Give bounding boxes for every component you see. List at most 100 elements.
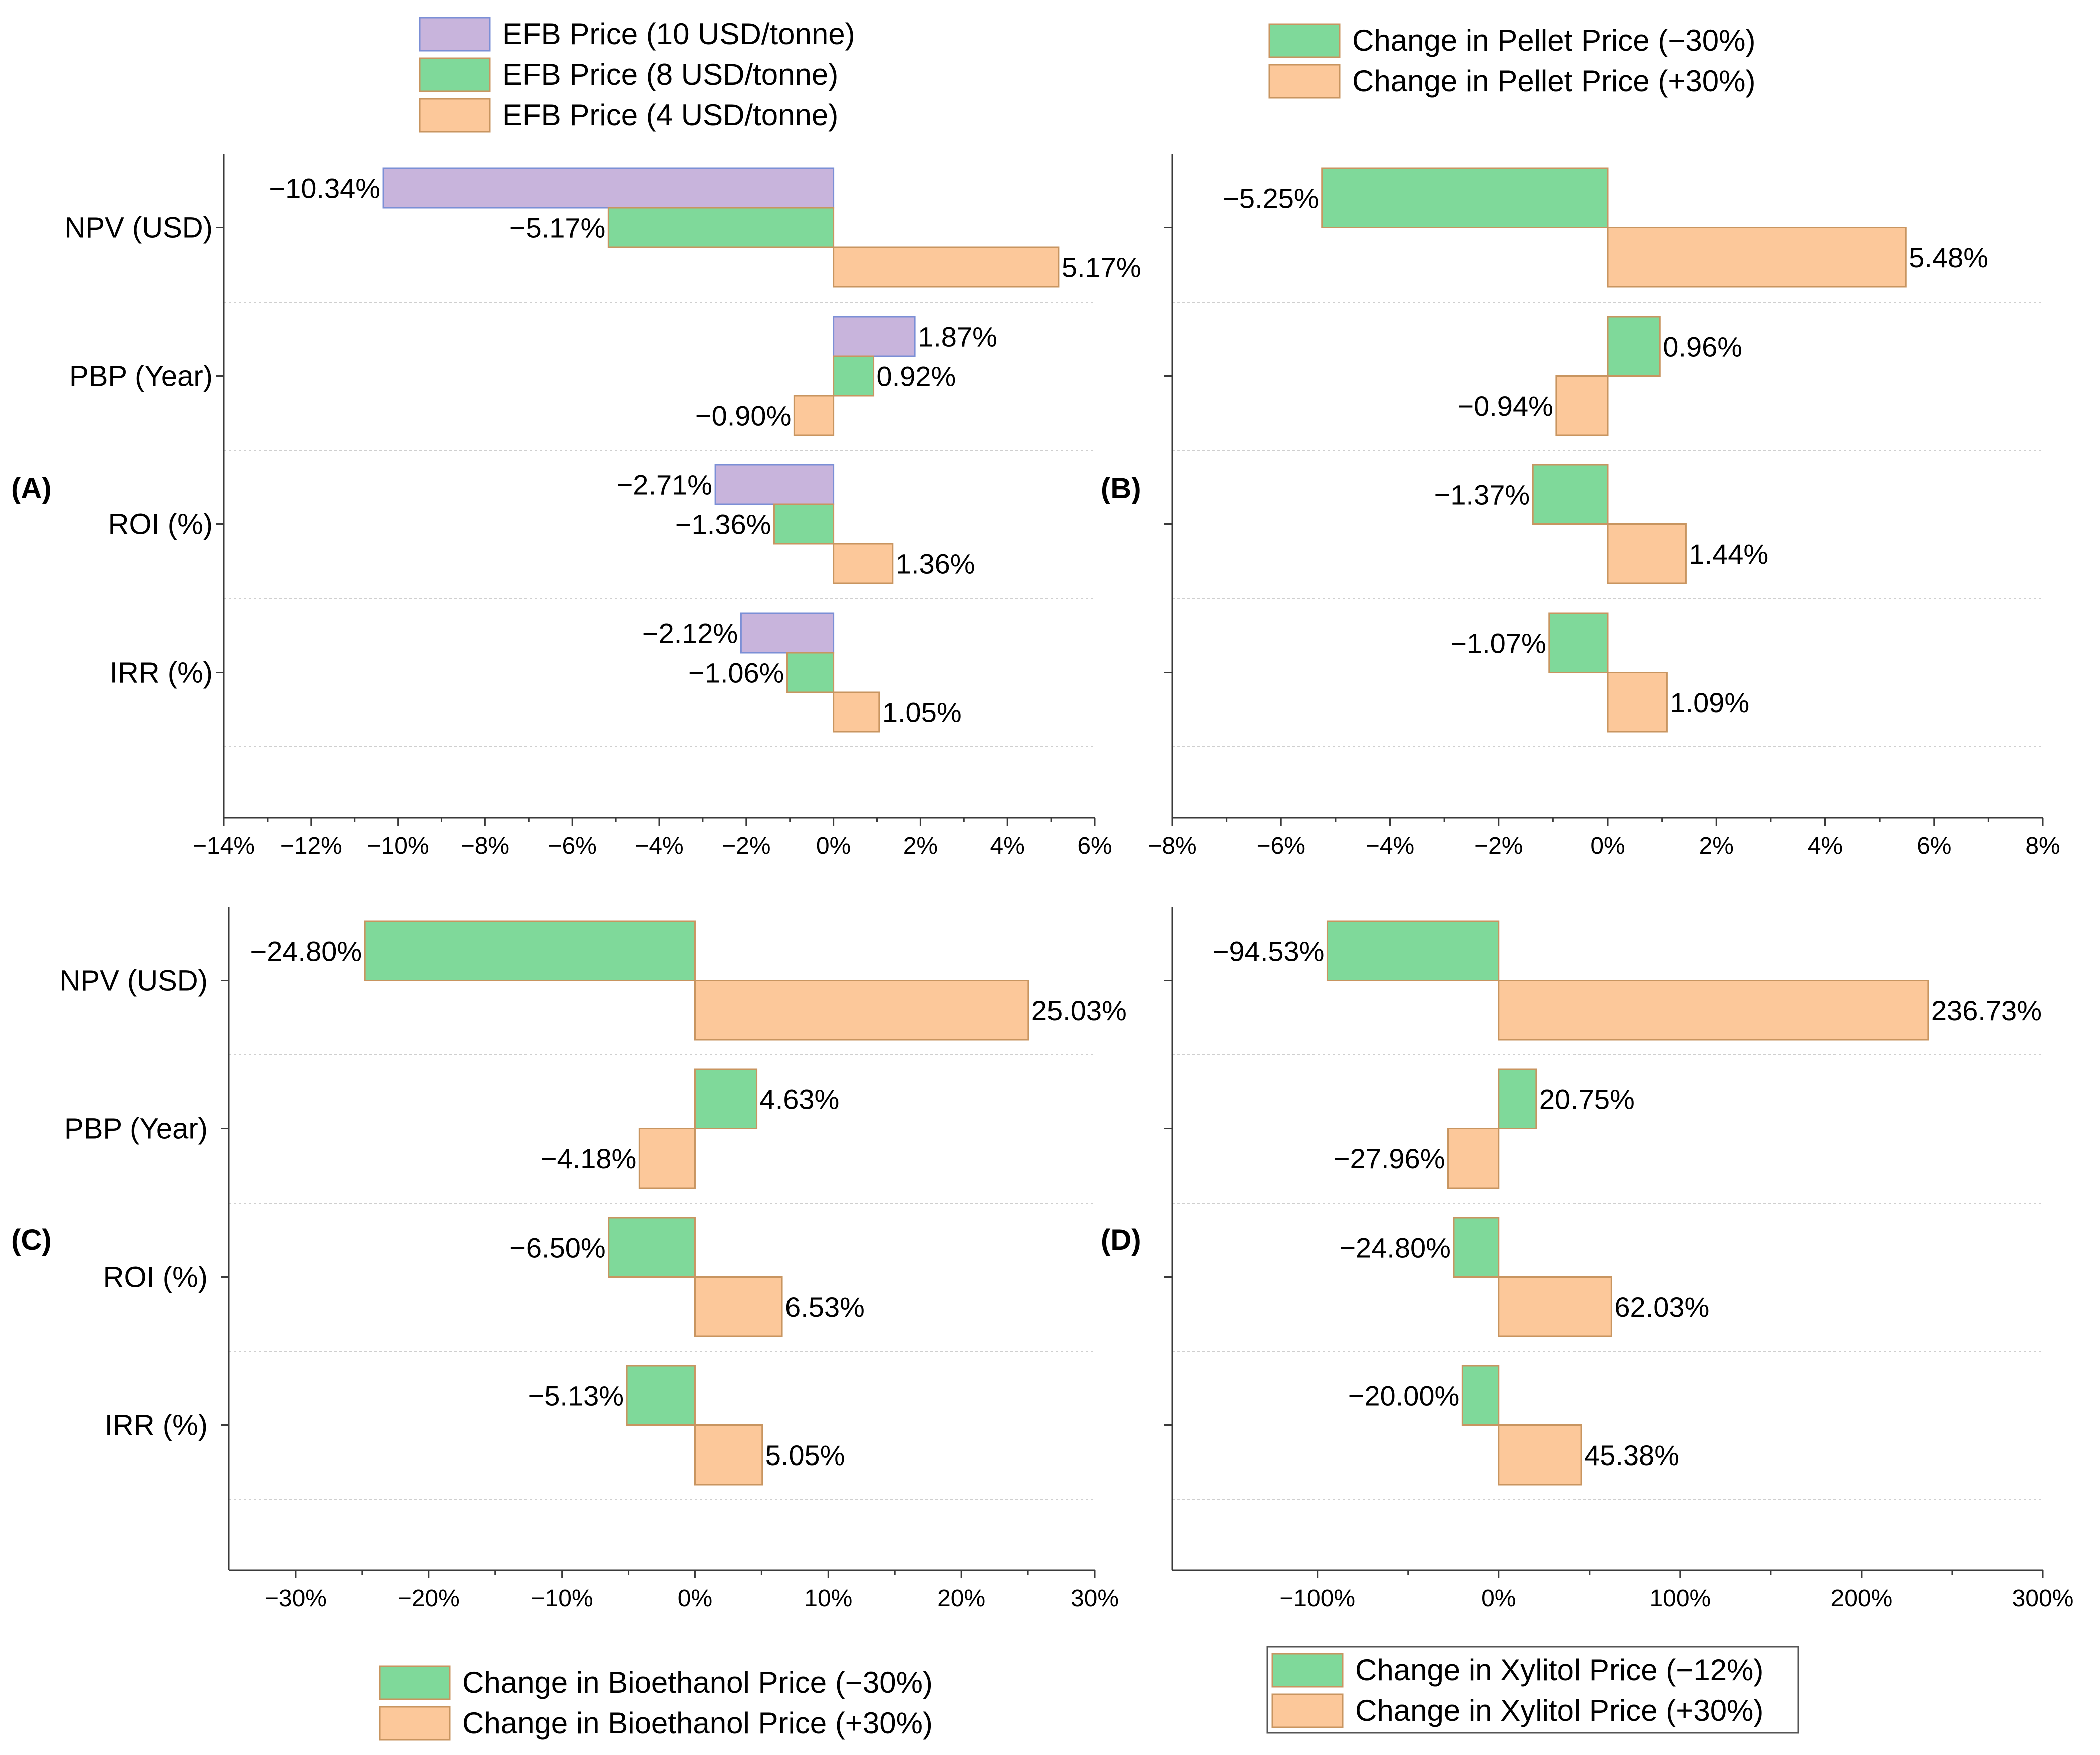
x-tick-label: −4% [1366, 833, 1414, 859]
bar [786, 652, 835, 693]
x-tick-label: −10% [367, 833, 429, 859]
category-label: IRR (%) [110, 657, 213, 689]
bar [1498, 1276, 1612, 1337]
x-tick-label: 8% [2025, 833, 2060, 859]
bar [833, 691, 880, 733]
data-label: −27.96% [1334, 1143, 1445, 1175]
x-tick-label: 0% [1481, 1585, 1516, 1612]
bar [694, 1276, 783, 1337]
data-label: −5.13% [528, 1380, 624, 1411]
bar [1532, 464, 1609, 525]
legend-swatch [1268, 64, 1341, 99]
x-tick-label: 0% [816, 833, 851, 859]
legend-label: Change in Pellet Price (−30%) [1352, 24, 1755, 57]
legend-swatch [1271, 1653, 1344, 1688]
chart-panel-d: −100% 0% 100% 200% 300% −94.53% 20.75% −24.80% −… [1101, 907, 2073, 1612]
category-label: NPV (USD) [60, 965, 208, 997]
bar [793, 395, 835, 436]
bar [694, 980, 1029, 1041]
legend-label: Change in Xylitol Price (+30%) [1355, 1694, 1763, 1727]
data-label: −94.53% [1213, 935, 1325, 967]
panel-label: (C) [11, 1224, 52, 1256]
bar [607, 207, 835, 248]
legend-b: Change in Pellet Price (−30%) Change in P… [1268, 23, 1755, 99]
data-label: 236.73% [1931, 995, 2042, 1026]
category-label: ROI (%) [103, 1261, 208, 1294]
x-tick-label: −100% [1279, 1585, 1355, 1612]
data-label: 62.03% [1614, 1291, 1709, 1323]
x-tick-label: −20% [398, 1585, 460, 1612]
data-label: −2.12% [642, 618, 738, 649]
legend-label: EFB Price (4 USD/tonne) [502, 98, 838, 132]
data-label: −5.17% [509, 212, 606, 244]
data-label: −0.90% [695, 400, 792, 432]
data-label: 45.38% [1584, 1439, 1679, 1471]
data-label: −1.37% [1434, 479, 1530, 510]
x-tick-label: −6% [548, 833, 596, 859]
legend-swatch [419, 57, 491, 92]
legend-d: Change in Xylitol Price (−12%) Change in … [1266, 1646, 1799, 1734]
x-tick-label: 200% [1831, 1585, 1893, 1612]
bar [1607, 227, 1907, 288]
data-label: 5.05% [765, 1439, 845, 1471]
data-label: 0.96% [1663, 331, 1742, 362]
x-tick-label: 100% [1649, 1585, 1711, 1612]
x-tick-label: −30% [265, 1585, 327, 1612]
x-tick-label: −10% [531, 1585, 593, 1612]
category-label: PBP (Year) [69, 360, 213, 393]
data-label: −0.94% [1457, 390, 1553, 422]
x-tick-label: 0% [678, 1585, 712, 1612]
chart-panel-c: −30% −20% −10% 0% 10% 20% 30% NPV (USD) PBP (Yea… [11, 907, 1127, 1612]
bar [833, 355, 875, 397]
bar [694, 1424, 763, 1486]
x-tick-label: 6% [1077, 833, 1112, 859]
bar [773, 503, 835, 545]
x-tick-label: −2% [1474, 833, 1523, 859]
bar [1453, 1217, 1500, 1278]
x-tick-label: 4% [1808, 833, 1843, 859]
panel-label: (A) [11, 472, 52, 505]
bar [833, 316, 916, 357]
category-label: NPV (USD) [65, 212, 213, 244]
x-tick-label: −14% [193, 833, 255, 859]
data-label: 4.63% [760, 1083, 840, 1115]
bar [1607, 316, 1661, 377]
data-label: 1.09% [1670, 687, 1749, 718]
data-label: 1.87% [918, 321, 997, 353]
bar [626, 1365, 696, 1426]
data-label: −4.18% [541, 1143, 637, 1175]
data-label: −24.80% [250, 935, 362, 967]
data-label: 5.17% [1062, 252, 1141, 283]
x-tick-label: −8% [1148, 833, 1196, 859]
data-label: −20.00% [1348, 1380, 1460, 1411]
bar [1498, 1068, 1537, 1129]
category-label: ROI (%) [108, 508, 213, 541]
legend-label: Change in Bioethanol Price (+30%) [462, 1706, 933, 1740]
legend-frame [1266, 1646, 1799, 1734]
category-label: IRR (%) [105, 1409, 208, 1442]
legend-c: Change in Bioethanol Price (−30%) Change … [379, 1665, 933, 1741]
x-tick-label: 2% [903, 833, 938, 859]
bar [608, 1217, 696, 1278]
x-tick-label: −8% [461, 833, 509, 859]
bar [1447, 1128, 1500, 1189]
legend-label: Change in Bioethanol Price (−30%) [462, 1666, 933, 1699]
bar [1607, 523, 1687, 584]
x-tick-label: 6% [1917, 833, 1951, 859]
bar [1321, 167, 1609, 228]
x-tick-label: 10% [804, 1585, 852, 1612]
bar [1461, 1365, 1500, 1426]
legend-label: Change in Pellet Price (+30%) [1352, 64, 1755, 98]
chart-panel-a: −14% −12% −10% −8% −6% −4% −2% 0% 2% 4% 6% NPV (USD… [11, 154, 1141, 859]
bar [1548, 612, 1609, 673]
bar [638, 1128, 696, 1189]
bar [833, 543, 894, 584]
x-tick-label: 4% [990, 833, 1025, 859]
legend-swatch [1268, 23, 1341, 58]
x-tick-label: −2% [722, 833, 770, 859]
bar [694, 1068, 758, 1129]
bar [740, 612, 835, 654]
data-label: −24.80% [1339, 1232, 1451, 1263]
data-label: −2.71% [617, 469, 713, 501]
